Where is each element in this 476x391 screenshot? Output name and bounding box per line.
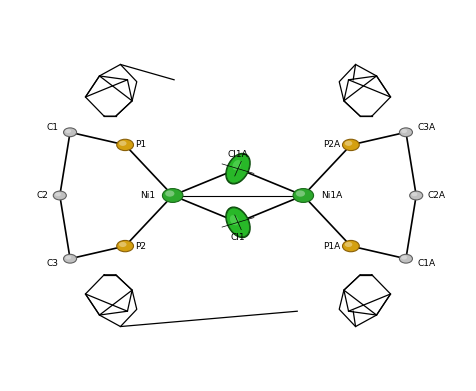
Text: P1: P1 [135, 140, 147, 149]
Text: P1A: P1A [323, 242, 341, 251]
Text: C1A: C1A [417, 259, 436, 268]
Ellipse shape [119, 242, 127, 247]
Text: Cl1A: Cl1A [228, 150, 248, 159]
Ellipse shape [117, 240, 133, 252]
Ellipse shape [117, 139, 133, 151]
Ellipse shape [410, 191, 423, 200]
Text: C2: C2 [36, 191, 48, 200]
Ellipse shape [293, 188, 314, 203]
Ellipse shape [53, 191, 66, 200]
Text: C3: C3 [46, 259, 59, 268]
Ellipse shape [65, 129, 71, 133]
Ellipse shape [401, 129, 407, 133]
Text: C3A: C3A [417, 123, 436, 132]
Ellipse shape [345, 141, 352, 146]
Ellipse shape [227, 154, 249, 183]
Ellipse shape [411, 192, 417, 196]
Ellipse shape [401, 255, 407, 260]
Ellipse shape [226, 207, 250, 238]
Ellipse shape [119, 141, 127, 146]
Ellipse shape [226, 153, 250, 184]
Ellipse shape [55, 192, 61, 196]
Ellipse shape [343, 139, 359, 151]
Text: P2A: P2A [324, 140, 341, 149]
Ellipse shape [345, 242, 352, 247]
Ellipse shape [165, 190, 174, 197]
Ellipse shape [232, 160, 241, 170]
Ellipse shape [399, 254, 413, 263]
Text: Cl1: Cl1 [231, 233, 245, 242]
Ellipse shape [296, 190, 305, 197]
Ellipse shape [63, 254, 77, 263]
Ellipse shape [227, 208, 249, 237]
Ellipse shape [162, 188, 183, 203]
Text: P2: P2 [135, 242, 147, 251]
Text: Ni1: Ni1 [140, 191, 155, 200]
Ellipse shape [63, 128, 77, 137]
Ellipse shape [230, 215, 239, 225]
Text: C1: C1 [46, 123, 59, 132]
Ellipse shape [343, 240, 359, 252]
Ellipse shape [399, 128, 413, 137]
Text: Ni1A: Ni1A [321, 191, 342, 200]
Text: C2A: C2A [428, 191, 446, 200]
Ellipse shape [65, 255, 71, 260]
